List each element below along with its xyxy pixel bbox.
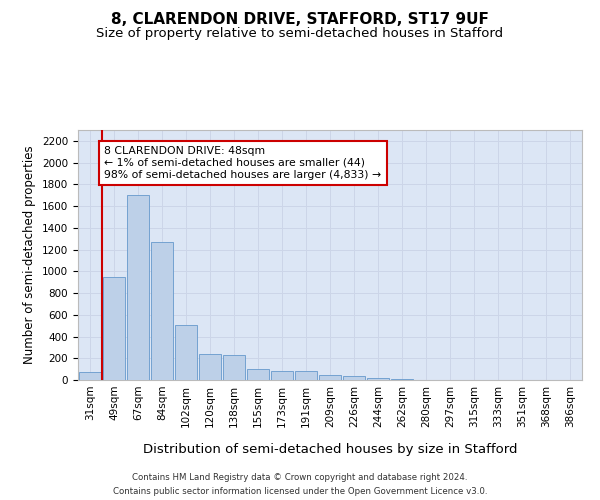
Bar [127,195,149,380]
Text: Distribution of semi-detached houses by size in Stafford: Distribution of semi-detached houses by … [143,442,517,456]
Bar [223,355,245,380]
Y-axis label: Number of semi-detached properties: Number of semi-detached properties [23,146,37,364]
Bar [79,372,101,380]
Bar [199,354,221,380]
Text: 8, CLARENDON DRIVE, STAFFORD, ST17 9UF: 8, CLARENDON DRIVE, STAFFORD, ST17 9UF [111,12,489,28]
Bar [271,372,293,380]
Text: 8 CLARENDON DRIVE: 48sqm
← 1% of semi-detached houses are smaller (44)
98% of se: 8 CLARENDON DRIVE: 48sqm ← 1% of semi-de… [104,146,382,180]
Bar [175,324,197,380]
Bar [247,369,269,380]
Text: Size of property relative to semi-detached houses in Stafford: Size of property relative to semi-detach… [97,28,503,40]
Bar [151,242,173,380]
Bar [319,374,341,380]
Bar [103,276,125,380]
Text: Contains public sector information licensed under the Open Government Licence v3: Contains public sector information licen… [113,488,487,496]
Text: Contains HM Land Registry data © Crown copyright and database right 2024.: Contains HM Land Registry data © Crown c… [132,472,468,482]
Bar [367,378,389,380]
Bar [343,376,365,380]
Bar [295,372,317,380]
